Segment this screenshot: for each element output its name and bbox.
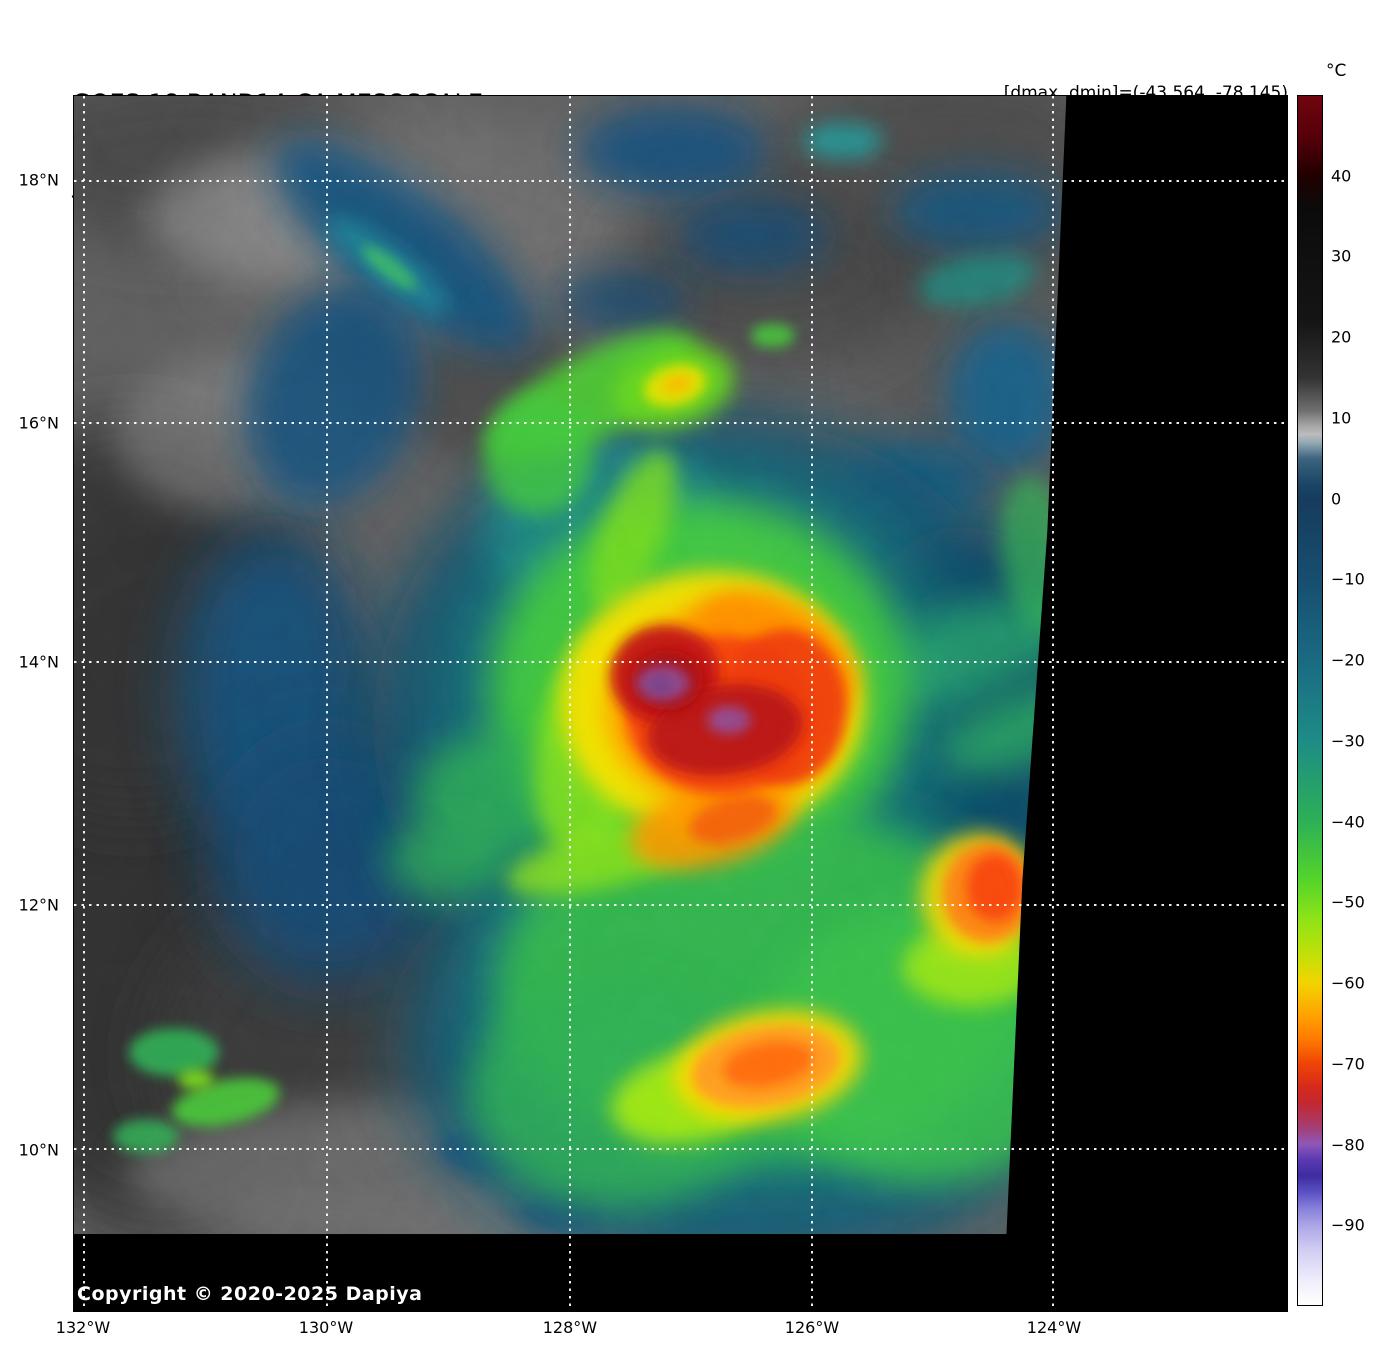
colorbar-tick--70: −70: [1331, 1054, 1365, 1074]
lon-tick-label: 128°W: [542, 1318, 598, 1337]
colorbar-unit-label: °C: [1326, 61, 1347, 81]
colorbar-tick--50: −50: [1331, 892, 1365, 912]
colorbar-tick--10: −10: [1331, 569, 1365, 589]
colorbar-tick-30: 30: [1331, 246, 1352, 266]
colorbar-tick-labels: 40 30 20 10 0 −10 −20 −30 −40 −50 −60 −70 −80 −90: [1331, 95, 1387, 1306]
copyright-watermark: Copyright © 2020-2025 Dapiya: [77, 1283, 423, 1305]
colorbar-tick--30: −30: [1331, 731, 1365, 751]
latitude-axis: 18°N 16°N 14°N 12°N 10°N: [0, 95, 65, 1312]
lon-tick-label: 124°W: [1026, 1318, 1082, 1337]
colorbar-tick--20: −20: [1331, 650, 1365, 670]
colorbar-tick-0: 0: [1331, 489, 1342, 509]
lat-tick-label: 14°N: [18, 652, 59, 672]
colorbar-tick-20: 20: [1331, 327, 1352, 347]
lon-tick-label: 130°W: [298, 1318, 354, 1337]
lon-tick-label: 132°W: [55, 1318, 111, 1337]
lat-tick-label: 10°N: [18, 1140, 59, 1160]
colorbar-tick-40: 40: [1331, 166, 1352, 186]
colorbar-tick--80: −80: [1331, 1135, 1365, 1155]
lat-tick-label: 16°N: [18, 413, 59, 433]
colorbar-tick--40: −40: [1331, 812, 1365, 832]
colorbar-tick-10: 10: [1331, 408, 1352, 428]
lat-tick-label: 18°N: [18, 170, 59, 190]
satellite-ir-image: [74, 96, 1287, 1311]
map-plot: Copyright © 2020-2025 Dapiya: [73, 95, 1288, 1312]
colorbar-tick--90: −90: [1331, 1215, 1365, 1235]
temperature-colorbar: [1297, 95, 1323, 1306]
colorbar-tick--60: −60: [1331, 973, 1365, 993]
longitude-axis: 132°W 130°W 128°W 126°W 124°W: [56, 1318, 1288, 1344]
lon-tick-label: 126°W: [784, 1318, 840, 1337]
lat-tick-label: 12°N: [18, 895, 59, 915]
colorbar-gradient: [1298, 96, 1322, 1305]
